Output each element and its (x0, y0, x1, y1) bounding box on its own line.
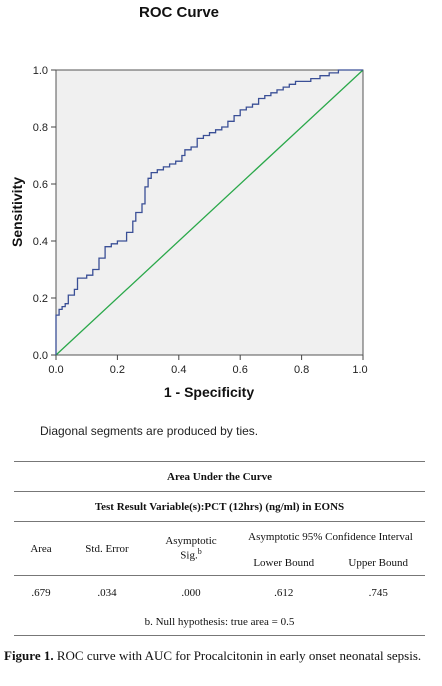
x-tick-label: 0.0 (48, 364, 63, 376)
x-tick-label: 0.8 (294, 364, 309, 376)
col-header-lower: Lower Bound (253, 557, 315, 570)
x-tick-label: 0.2 (110, 364, 125, 376)
x-tick-label: 1.0 (352, 364, 367, 376)
cell-asymp-sig: .000 (181, 586, 201, 599)
col-header-asymp-sig: Asymptotic Sig.b (165, 535, 217, 562)
x-tick-label: 0.6 (233, 364, 248, 376)
table-title: Area Under the Curve (167, 470, 272, 483)
col-header-upper: Upper Bound (348, 557, 408, 570)
roc-curve-line (55, 69, 363, 355)
table-subtitle: Test Result Variable(s):PCT (12hrs) (ng/… (94, 500, 345, 513)
roc-chart: 0.0 0.2 0.4 0.6 0.8 1.0 0.0 0.2 0.4 0.6 0.8 1.0 Se… (9, 65, 368, 400)
y-tick-label: 0.2 (33, 293, 48, 305)
caption-label: Figure 1. (4, 648, 54, 663)
col-header-area: Area (30, 542, 52, 555)
cell-upper: .745 (368, 586, 388, 599)
footnote-marker: b (197, 547, 202, 557)
x-axis: 0.0 0.2 0.4 0.6 0.8 1.0 (48, 355, 368, 376)
cell-lower: .612 (274, 586, 294, 599)
y-tick-label: 0.0 (33, 350, 48, 362)
series-group (55, 69, 364, 356)
y-axis-label: Sensitivity (9, 177, 25, 247)
y-tick-label: 0.4 (33, 236, 48, 248)
caption-text: ROC curve with AUC for Procalcitonin in … (53, 648, 422, 663)
auc-table: Area Under the Curve Test Result Variabl… (14, 461, 425, 636)
y-tick-label: 0.6 (33, 179, 48, 191)
cell-std-error: .034 (97, 586, 117, 599)
cell-area: .679 (31, 586, 51, 599)
col-header-ci: Asymptotic 95% Confidence Interval (248, 530, 413, 543)
figure-caption: Figure 1. ROC curve with AUC for Procalc… (4, 648, 438, 664)
y-tick-label: 0.8 (33, 122, 48, 134)
col-header-std-error: Std. Error (85, 542, 129, 555)
x-tick-label: 0.4 (171, 364, 186, 376)
chart-title: ROC Curve (138, 4, 220, 21)
y-tick-label: 1.0 (33, 65, 48, 77)
ties-note: Diagonal segments are produced by ties. (40, 424, 259, 438)
y-axis: 0.0 0.2 0.4 0.6 0.8 1.0 (33, 65, 56, 362)
table-footnote: b. Null hypothesis: true area = 0.5 (144, 616, 295, 629)
x-axis-label: 1 - Specificity (164, 384, 254, 400)
reference-diagonal-line (55, 69, 364, 356)
table-row: .679 .034 .000 .612 .745 (14, 575, 425, 610)
